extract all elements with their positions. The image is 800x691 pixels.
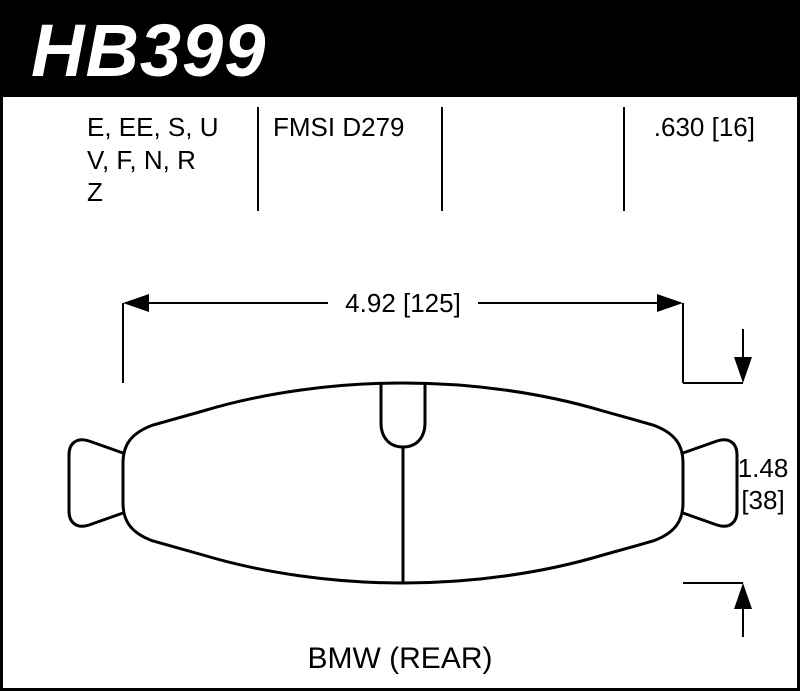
divider-line: [441, 107, 443, 211]
divider-line: [257, 107, 259, 211]
codes-line: E, EE, S, U: [87, 111, 247, 144]
brake-pad-diagram: 4.92 [125] 1.48[38]: [3, 223, 800, 643]
thickness-inches: .630: [654, 112, 705, 142]
footer-label: BMW (REAR): [3, 642, 797, 676]
outer-frame: HB399 E, EE, S, U V, F, N, R Z FMSI D279…: [0, 0, 800, 691]
fmsi-code: FMSI D279: [273, 111, 405, 144]
diagram-area: 4.92 [125] 1.48[38]: [3, 223, 797, 628]
thickness-spec: .630 [16]: [654, 111, 755, 144]
codes-line: Z: [87, 176, 247, 209]
divider-line: [623, 107, 625, 211]
part-number-title: HB399: [31, 8, 266, 93]
title-bar: HB399: [3, 3, 797, 97]
svg-text:1.48: 1.48: [738, 453, 789, 483]
codes-line: V, F, N, R: [87, 144, 247, 177]
svg-text:4.92 [125]: 4.92 [125]: [345, 288, 461, 318]
compound-codes: E, EE, S, U V, F, N, R Z: [87, 111, 247, 209]
thickness-mm: [16]: [712, 112, 755, 142]
svg-text:[38]: [38]: [741, 485, 784, 515]
spec-row: E, EE, S, U V, F, N, R Z FMSI D279 .630 …: [3, 97, 797, 217]
